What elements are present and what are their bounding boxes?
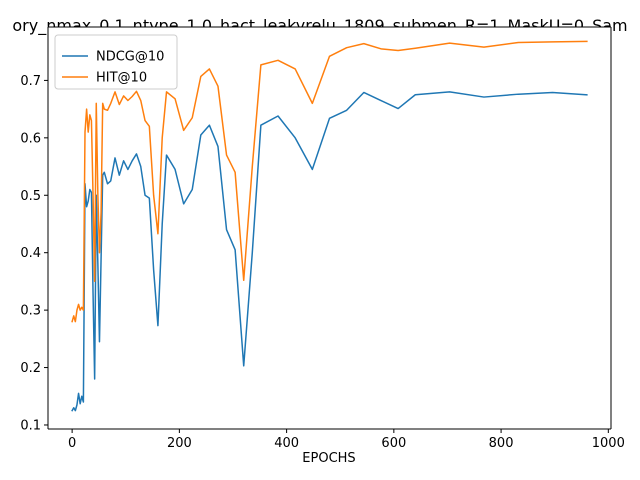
y-tick-label: 0.5 bbox=[20, 189, 41, 204]
y-tick-label: 0.7 bbox=[20, 74, 41, 89]
y-tick-label: 0.2 bbox=[20, 361, 41, 376]
axes-spines bbox=[47, 26, 612, 430]
legend-label-ndcg-10: NDCG@10 bbox=[96, 50, 164, 65]
x-tick-label: 600 bbox=[381, 436, 406, 451]
legend-box bbox=[54, 34, 178, 90]
x-tick-label: 0 bbox=[68, 436, 76, 451]
legend: NDCG@10 HIT@10 bbox=[54, 34, 178, 90]
x-tick-label: 400 bbox=[274, 436, 299, 451]
x-axis-title: EPOCHS bbox=[302, 451, 355, 466]
series-layer bbox=[71, 40, 588, 412]
y-tick-label: 0.1 bbox=[20, 418, 41, 433]
legend-label-hit-10: HIT@10 bbox=[96, 71, 147, 86]
series-line-ndcg-10 bbox=[71, 91, 588, 412]
x-tick-label: 800 bbox=[489, 436, 514, 451]
x-axis-ticks: 0 200 400 600 800 1000 bbox=[68, 429, 625, 451]
y-axis-ticks: 0.1 0.2 0.3 0.4 0.5 0.6 0.7 bbox=[20, 74, 48, 433]
x-tick-label: 200 bbox=[167, 436, 192, 451]
series-line-hit-10 bbox=[71, 40, 588, 323]
y-tick-label: 0.3 bbox=[20, 304, 41, 319]
y-tick-label: 0.4 bbox=[20, 246, 41, 261]
x-tick-label: 1000 bbox=[592, 436, 625, 451]
y-tick-label: 0.6 bbox=[20, 131, 41, 146]
